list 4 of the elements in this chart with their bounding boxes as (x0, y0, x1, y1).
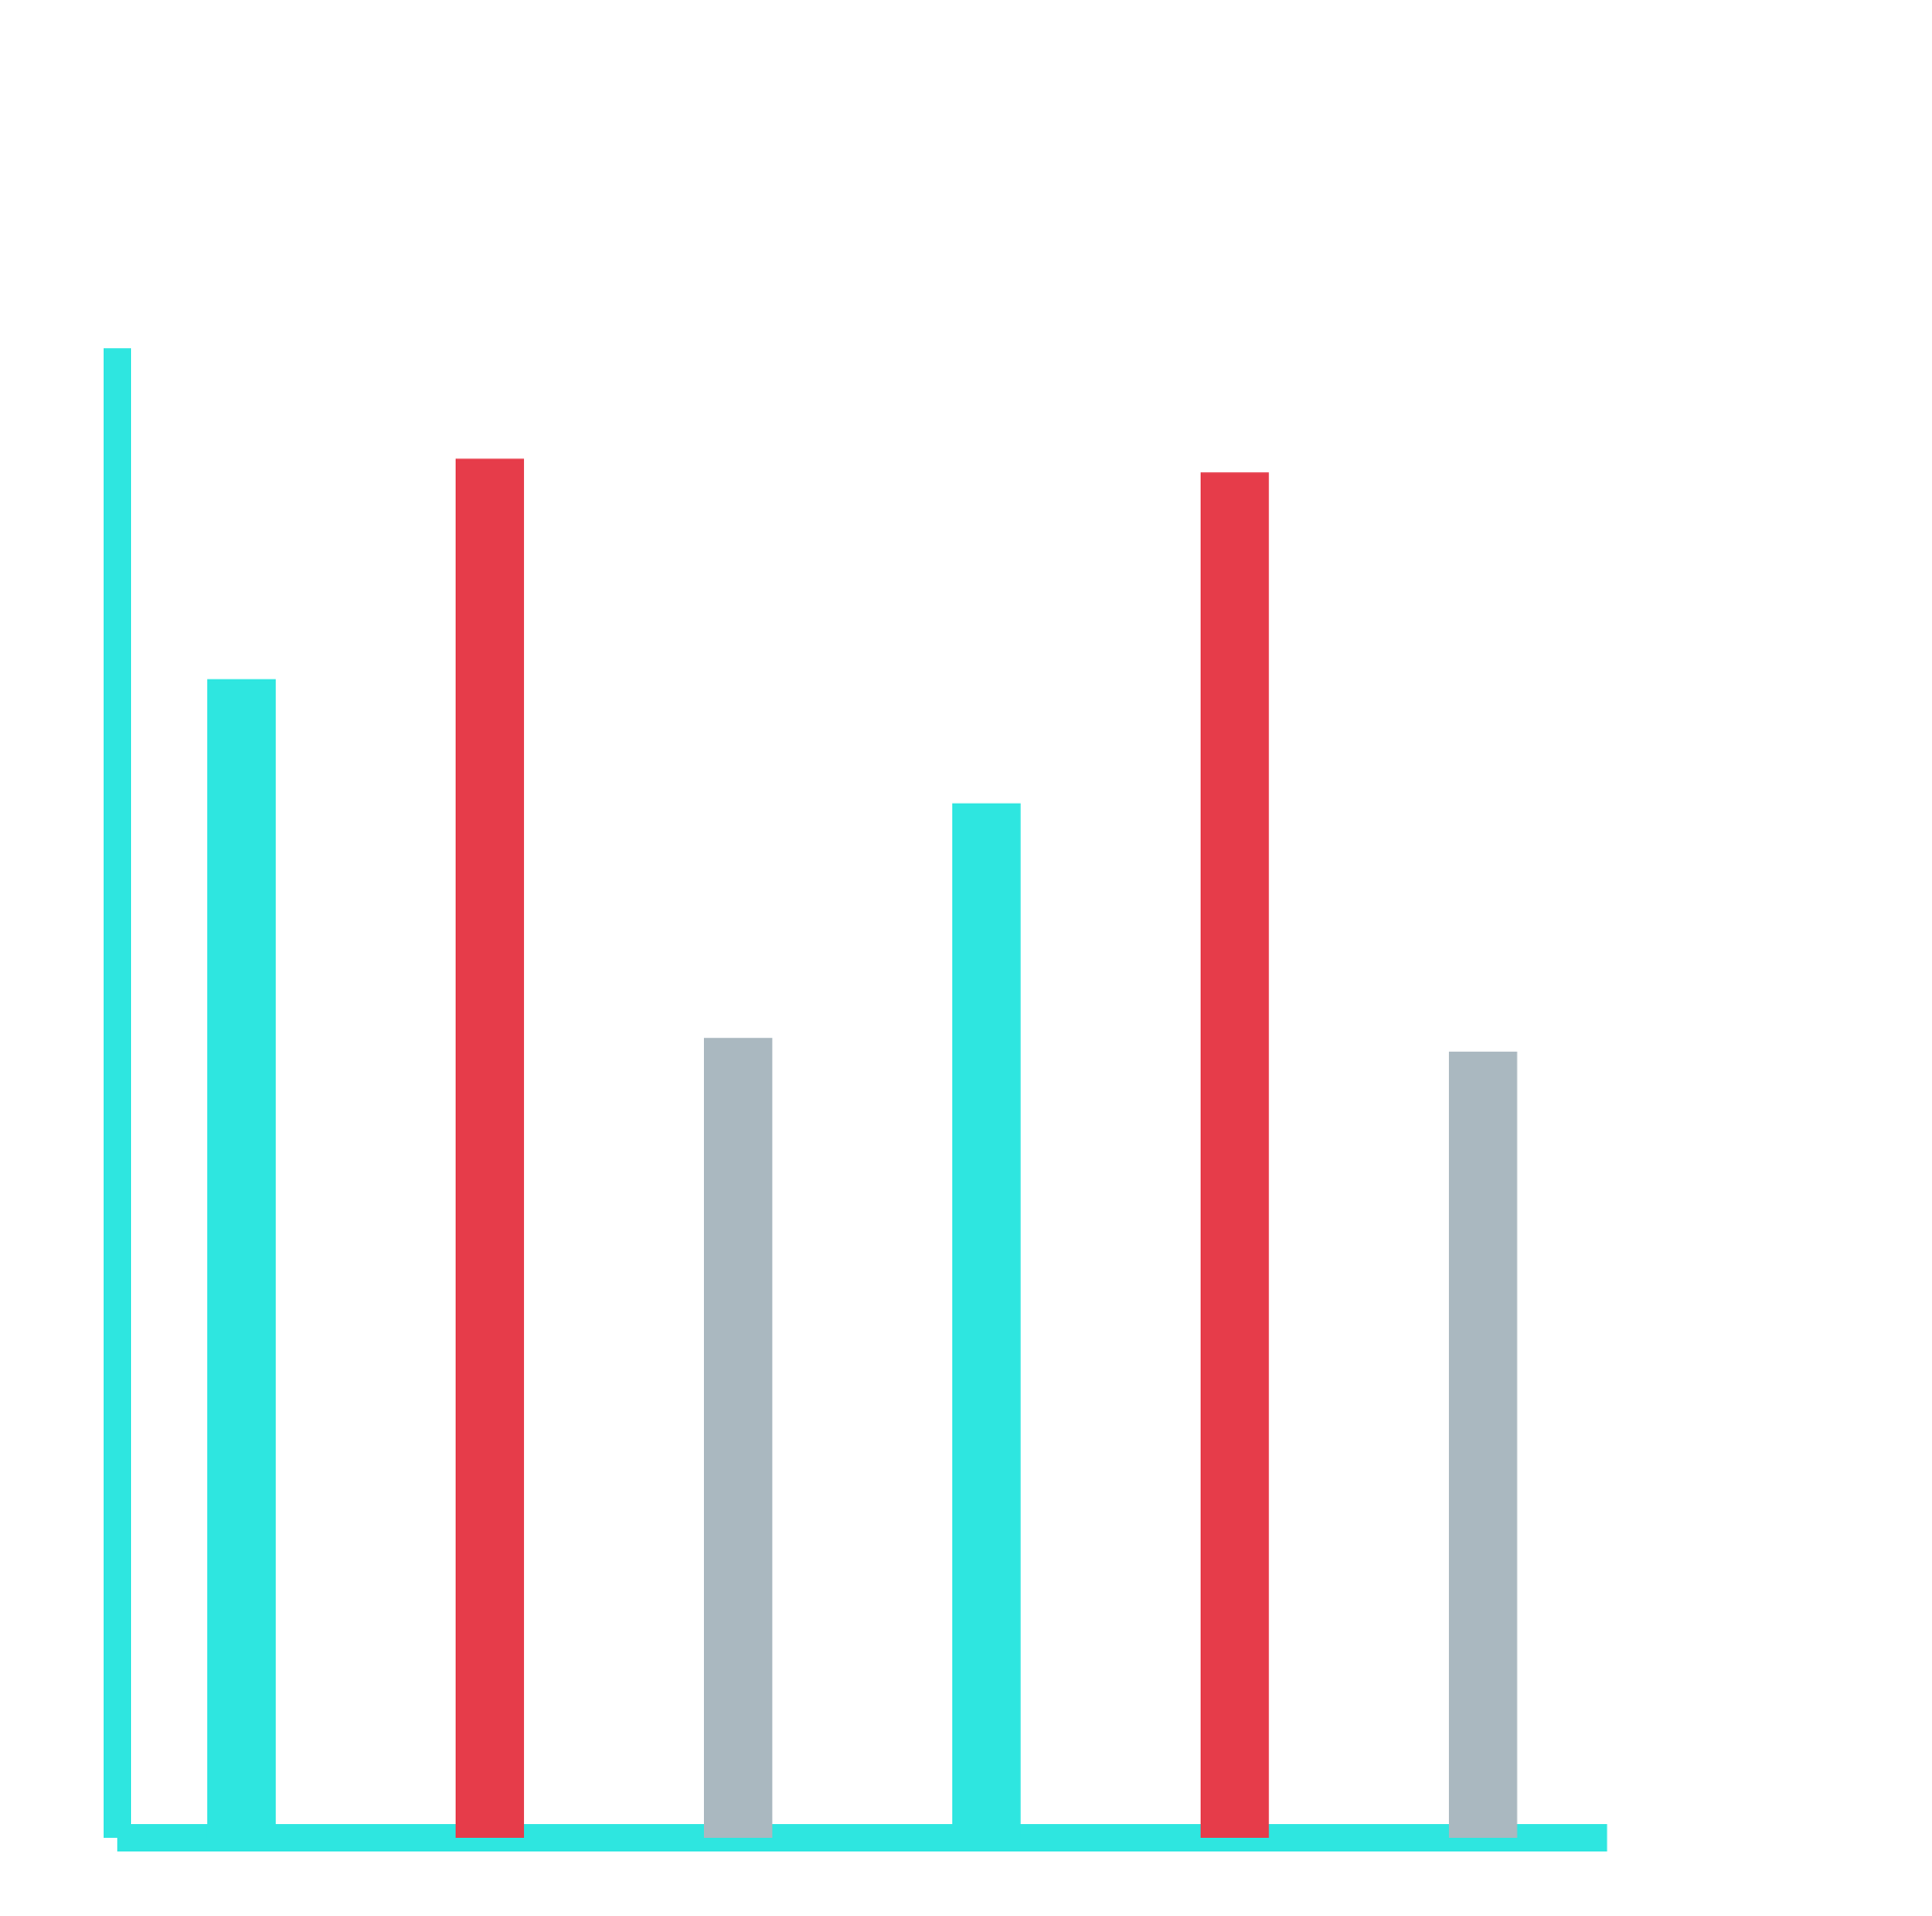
bar (1448, 1051, 1517, 1838)
bar (703, 1037, 772, 1838)
bar (455, 458, 524, 1838)
bar (1200, 472, 1269, 1838)
